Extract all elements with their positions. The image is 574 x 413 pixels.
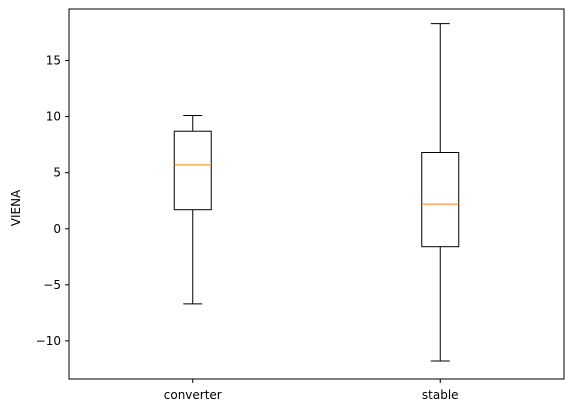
x-tick-label: stable	[422, 388, 459, 402]
axes-frame	[68, 8, 565, 380]
y-tick-label: 15	[46, 54, 61, 68]
y-tick-label: −5	[43, 278, 61, 292]
y-tick-label: −10	[36, 334, 61, 348]
plot-area: −10 −5 0 5 10 15 converter stable	[36, 8, 565, 402]
box-stable	[421, 152, 460, 248]
y-tick-label: 0	[53, 222, 61, 236]
y-tick-label: 5	[53, 166, 61, 180]
x-tick-label: converter	[164, 388, 222, 402]
y-axis-label: VIENA	[9, 189, 23, 226]
y-tick-label: 10	[46, 110, 61, 124]
box-converter	[173, 130, 212, 211]
